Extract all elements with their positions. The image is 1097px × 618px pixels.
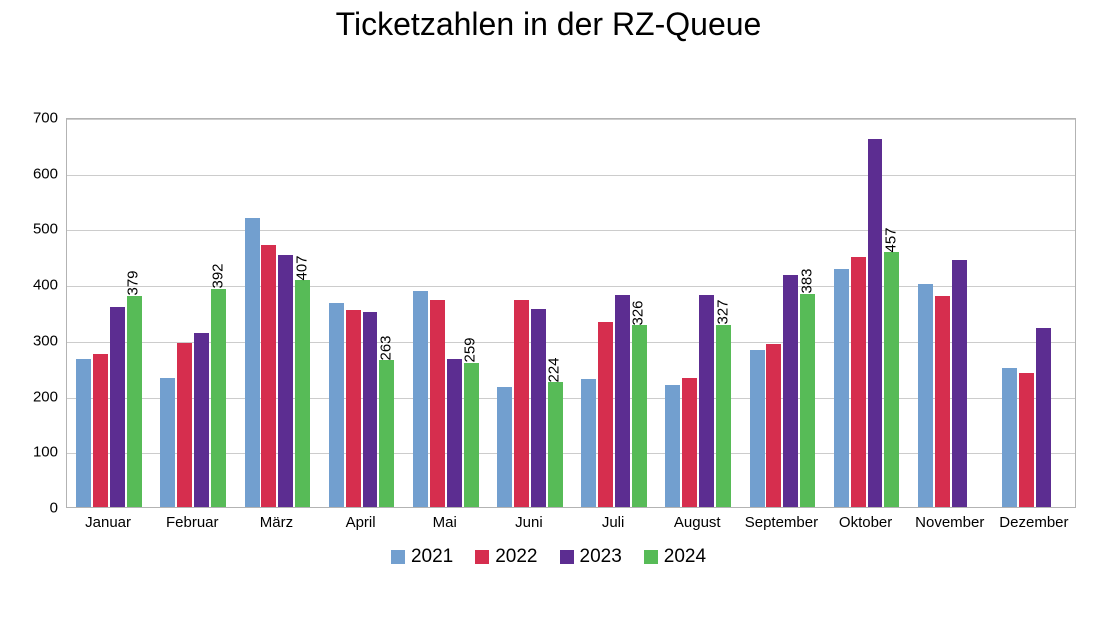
- x-tick-label: August: [674, 514, 721, 531]
- gridline: [67, 230, 1075, 231]
- bar: [177, 343, 192, 507]
- bar: [952, 260, 967, 507]
- bar: [750, 350, 765, 507]
- legend-label: 2023: [580, 546, 622, 568]
- x-tick-label: Januar: [85, 514, 131, 531]
- bar: [851, 257, 866, 507]
- legend-item: 2023: [560, 546, 622, 568]
- x-tick-label: Oktober: [839, 514, 892, 531]
- legend-label: 2022: [495, 546, 537, 568]
- bar: [699, 295, 714, 507]
- y-tick-label: 100: [18, 444, 58, 461]
- legend-swatch: [391, 550, 405, 564]
- legend-swatch: [644, 550, 658, 564]
- y-tick-label: 300: [18, 332, 58, 349]
- bar: [194, 333, 209, 507]
- bar: [716, 325, 731, 507]
- bar: [1002, 368, 1017, 507]
- bar: [76, 359, 91, 507]
- y-tick-label: 0: [18, 500, 58, 517]
- bar: [514, 300, 529, 507]
- plot-area: 379 392 407 263 259 224 326 327 383 457: [66, 118, 1076, 508]
- legend-item: 2022: [475, 546, 537, 568]
- bar: [497, 387, 512, 507]
- bar: [581, 379, 596, 507]
- bar: [548, 382, 563, 507]
- bar: [1036, 328, 1051, 507]
- legend: 2021 2022 2023 2024: [0, 546, 1097, 568]
- y-tick-label: 500: [18, 221, 58, 238]
- x-axis-tick-layer: Januar Februar März April Mai Juni Juli August S…: [66, 514, 1076, 538]
- x-tick-label: Juni: [515, 514, 543, 531]
- bar: [783, 275, 798, 507]
- y-tick-label: 700: [18, 110, 58, 127]
- bar: [1019, 373, 1034, 507]
- bar: [346, 310, 361, 507]
- bar: [665, 385, 680, 507]
- gridline: [67, 175, 1075, 176]
- bar: [615, 295, 630, 507]
- x-tick-label: September: [745, 514, 818, 531]
- bar: [598, 322, 613, 507]
- bar-data-label: 392: [211, 262, 226, 288]
- chart-title: Ticketzahlen in der RZ-Queue: [0, 6, 1097, 43]
- bar: [918, 284, 933, 507]
- x-tick-label: Dezember: [999, 514, 1068, 531]
- bar: [935, 296, 950, 507]
- x-tick-label: März: [260, 514, 293, 531]
- bar: [245, 218, 260, 507]
- y-tick-label: 200: [18, 388, 58, 405]
- legend-label: 2021: [411, 546, 453, 568]
- legend-swatch: [560, 550, 574, 564]
- gridline: [67, 119, 1075, 120]
- bar-data-label: 379: [127, 270, 142, 296]
- bar-data-label: 457: [884, 226, 899, 252]
- bar: [447, 359, 462, 507]
- bar: [868, 139, 883, 507]
- bar: [295, 280, 310, 507]
- bar: [379, 360, 394, 507]
- chart-root: Ticketzahlen in der RZ-Queue 0 100 200 300 4…: [0, 0, 1097, 618]
- bar: [261, 245, 276, 507]
- bar: [834, 269, 849, 507]
- bar-data-label: 407: [295, 254, 310, 280]
- bar-data-label: 383: [800, 268, 815, 294]
- x-tick-label: Juli: [602, 514, 625, 531]
- y-tick-label: 400: [18, 277, 58, 294]
- bar: [127, 296, 142, 507]
- bar: [160, 378, 175, 507]
- bar: [800, 294, 815, 507]
- bar: [464, 363, 479, 507]
- bar: [531, 309, 546, 507]
- legend-item: 2024: [644, 546, 706, 568]
- x-tick-label: Mai: [433, 514, 457, 531]
- legend-item: 2021: [391, 546, 453, 568]
- bar: [413, 291, 428, 507]
- bar-data-label: 326: [632, 299, 647, 325]
- y-tick-label: 600: [18, 165, 58, 182]
- x-tick-label: Februar: [166, 514, 219, 531]
- bar-data-label: 263: [379, 334, 394, 360]
- bar: [329, 303, 344, 507]
- bar-data-label: 224: [548, 356, 563, 382]
- bar: [766, 344, 781, 507]
- bar: [682, 378, 697, 507]
- bar: [110, 307, 125, 507]
- legend-label: 2024: [664, 546, 706, 568]
- bar: [884, 252, 899, 507]
- x-tick-label: April: [346, 514, 376, 531]
- bar: [363, 312, 378, 507]
- bar: [93, 354, 108, 507]
- legend-swatch: [475, 550, 489, 564]
- bar-data-label: 259: [464, 337, 479, 363]
- bar: [632, 325, 647, 507]
- x-tick-label: November: [915, 514, 984, 531]
- bar: [430, 300, 445, 507]
- bar: [211, 289, 226, 507]
- bar-data-label: 327: [716, 299, 731, 325]
- bar: [278, 255, 293, 507]
